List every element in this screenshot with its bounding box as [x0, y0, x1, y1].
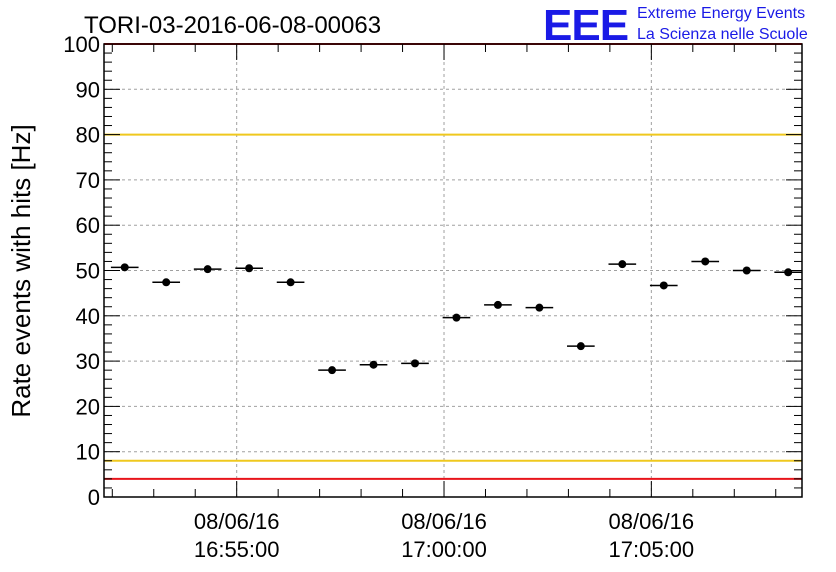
y-tick-label: 50 [76, 259, 100, 284]
y-tick-label: 70 [76, 168, 100, 193]
data-point [535, 303, 544, 312]
eee-logo-line2: La Scienza nelle Scuole [637, 26, 808, 43]
eee-logo: EEE Extreme Energy Events La Scienza nel… [543, 1, 808, 50]
x-tick-time: 16:55:00 [194, 537, 280, 562]
y-tick-label: 0 [88, 485, 100, 510]
data-point [120, 263, 129, 272]
data-point [369, 360, 378, 369]
data-point [576, 342, 585, 351]
y-axis-label: Rate events with hits [Hz] [6, 124, 36, 417]
y-tick-label: 90 [76, 77, 100, 102]
data-point [618, 260, 627, 269]
data-point [410, 359, 419, 368]
y-tick-label: 60 [76, 213, 100, 238]
data-point [162, 278, 171, 287]
eee-logo-line1: Extreme Energy Events [637, 5, 805, 22]
x-tick-time: 17:05:00 [609, 537, 695, 562]
y-tick-label: 10 [76, 440, 100, 465]
data-point [245, 264, 254, 273]
data-point [493, 300, 502, 309]
data-point [286, 278, 295, 287]
data-point [659, 281, 668, 290]
x-tick-date: 08/06/16 [401, 509, 487, 534]
data-points [110, 257, 802, 375]
y-tick-label: 80 [76, 123, 100, 148]
x-tick-date: 08/06/16 [194, 509, 280, 534]
y-tick-label: 40 [76, 304, 100, 329]
y-tick-label: 30 [76, 349, 100, 374]
y-tick-label: 100 [63, 32, 100, 57]
data-point [452, 313, 461, 322]
data-point [328, 366, 337, 375]
eee-logo-mark: EEE [543, 1, 628, 50]
data-point [742, 266, 751, 275]
data-point [203, 265, 212, 274]
axes: 0 10 20 30 40 50 60 70 80 90 100 08/06/16 16:55:00 08… [63, 32, 803, 562]
chart-title: TORI-03-2016-06-08-00063 [84, 12, 381, 39]
y-tick-label: 20 [76, 394, 100, 419]
data-point [784, 268, 793, 277]
x-tick-time: 17:00:00 [401, 537, 487, 562]
x-tick-date: 08/06/16 [609, 509, 695, 534]
data-point [701, 257, 710, 266]
